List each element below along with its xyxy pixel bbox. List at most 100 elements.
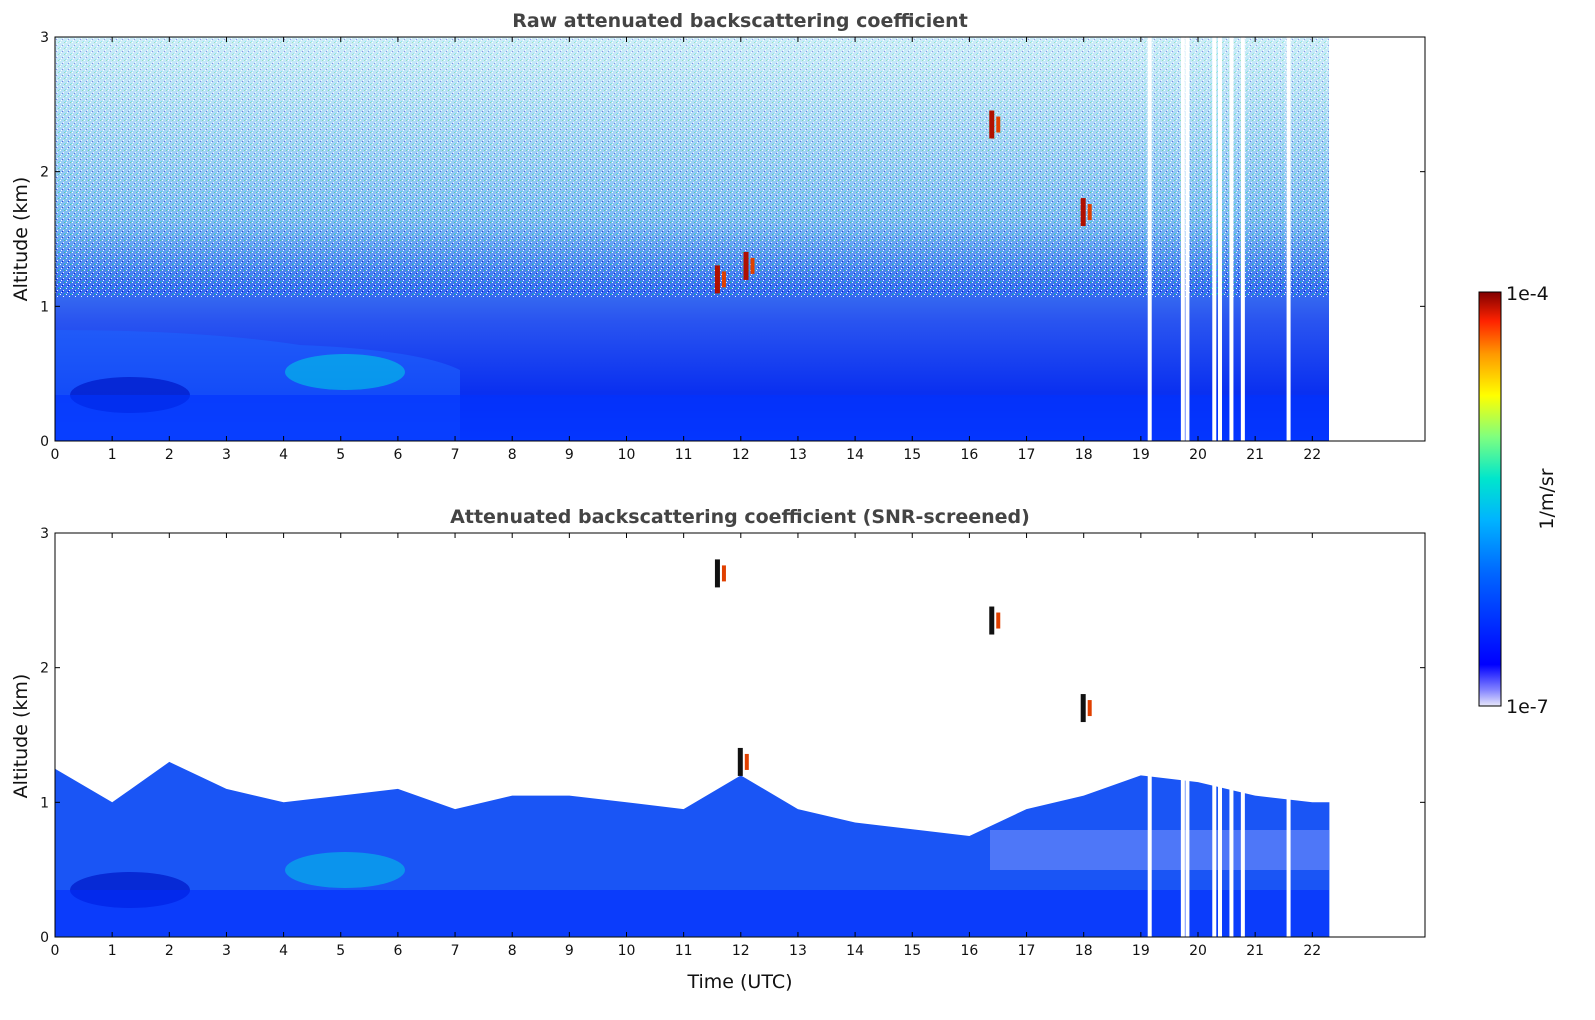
raw-x-tick-label: 18 (1075, 447, 1093, 463)
raw-data-gap (1229, 37, 1234, 441)
snr-x-tick-label: 13 (789, 943, 807, 959)
snr-x-tick-label: 16 (960, 943, 978, 959)
raw-x-tick-label: 5 (336, 447, 345, 463)
colorbar-scale (1478, 291, 1502, 707)
raw-x-tick-label: 0 (51, 447, 60, 463)
snr-data-gap (1147, 533, 1152, 937)
raw-plot-frame (54, 36, 1426, 442)
snr-y-axis: 0 1 2 3 (40, 526, 1425, 946)
snr-plot-frame (54, 532, 1426, 938)
snr-data-gap (1240, 533, 1245, 937)
snr-x-tick-label: 22 (1303, 943, 1321, 959)
snr-x-tick-label: 8 (508, 943, 517, 959)
snr-screened-panel: Attenuated backscattering coefficient (S… (10, 506, 1426, 993)
raw-missing-data (1147, 37, 1291, 441)
raw-x-tick-label: 17 (1018, 447, 1036, 463)
snr-missing-data (1147, 533, 1291, 937)
snr-data-gap (1229, 533, 1234, 937)
raw-data-gap (1240, 37, 1245, 441)
raw-x-tick-label: 12 (732, 447, 750, 463)
snr-plot-area (55, 533, 1330, 937)
colorbar: 1e-4 1e-7 1/m/sr (1478, 283, 1558, 718)
snr-x-tick-label: 9 (565, 943, 574, 959)
snr-x-tick-label: 3 (222, 943, 231, 959)
raw-x-tick-label: 4 (279, 447, 288, 463)
raw-x-tick-label: 11 (675, 447, 693, 463)
raw-cloud-edge (750, 257, 755, 274)
raw-data-gap (1212, 37, 1217, 441)
raw-data-gap (1180, 37, 1185, 441)
snr-panel-title: Attenuated backscattering coefficient (S… (450, 506, 1030, 528)
raw-x-axis: 0 1 2 3 4 5 6 7 8 9 10 11 12 13 14 15 16 17 18 19 20 21 22 (51, 37, 1321, 463)
snr-surface-layer (55, 890, 1329, 936)
colorbar-min-label: 1e-7 (1506, 696, 1549, 718)
raw-surface-layer (55, 395, 1329, 441)
raw-cloud-mark (1080, 198, 1086, 227)
snr-x-tick-label: 14 (846, 943, 864, 959)
snr-cloud-edge (1087, 700, 1092, 717)
raw-data-gap (1185, 37, 1190, 441)
snr-cloud-mark (714, 559, 720, 588)
raw-plot-area (55, 37, 1425, 441)
snr-x-tick-label: 12 (732, 943, 750, 959)
raw-y-tick-label: 1 (40, 299, 49, 315)
raw-x-tick-label: 22 (1303, 447, 1321, 463)
snr-x-tick-label: 21 (1246, 943, 1264, 959)
raw-y-tick-label: 0 (40, 434, 49, 450)
snr-data-gap (1212, 533, 1217, 937)
raw-y-tick-label: 2 (40, 165, 49, 181)
raw-data-gap (1286, 37, 1291, 441)
snr-cloud-features (714, 559, 1092, 776)
snr-data-gap (1286, 533, 1291, 937)
raw-x-tick-label: 6 (393, 447, 402, 463)
snr-y-axis-label: Altitude (km) (10, 674, 32, 799)
snr-cloud-edge (721, 565, 726, 582)
raw-x-tick-label: 21 (1246, 447, 1264, 463)
snr-data-gap (1180, 533, 1185, 937)
snr-aerosol-layer (285, 852, 405, 888)
raw-cloud-mark (743, 251, 749, 280)
raw-cloud-edge (996, 116, 1001, 133)
raw-no-data-region (1329, 37, 1425, 441)
snr-data-gap (1218, 533, 1223, 937)
snr-y-tick-label: 3 (40, 526, 49, 542)
raw-x-tick-label: 16 (960, 447, 978, 463)
raw-x-tick-label: 1 (108, 447, 117, 463)
x-axis-label: Time (UTC) (686, 971, 792, 993)
snr-x-tick-label: 18 (1075, 943, 1093, 959)
raw-y-axis: 0 1 2 3 (40, 30, 1425, 450)
snr-x-tick-label: 5 (336, 943, 345, 959)
snr-y-tick-label: 1 (40, 795, 49, 811)
snr-cloud-edge (744, 753, 749, 770)
raw-data-gap (1218, 37, 1223, 441)
raw-x-tick-label: 8 (508, 447, 517, 463)
raw-cloud-edge (721, 271, 726, 288)
colorbar-max-label: 1e-4 (1506, 283, 1549, 305)
snr-x-axis: 0 1 2 3 4 5 6 7 8 9 10 11 12 13 14 15 16 17 18 19 20 21 22 (51, 533, 1321, 959)
raw-x-tick-label: 19 (1132, 447, 1150, 463)
raw-x-tick-label: 14 (846, 447, 864, 463)
snr-x-tick-label: 7 (451, 943, 460, 959)
snr-x-tick-label: 11 (675, 943, 693, 959)
raw-cloud-mark (989, 110, 995, 139)
raw-y-axis-label: Altitude (km) (10, 177, 32, 302)
raw-y-tick-label: 3 (40, 30, 49, 46)
raw-x-tick-label: 10 (618, 447, 636, 463)
raw-data-gap (1147, 37, 1152, 441)
raw-x-tick-label: 3 (222, 447, 231, 463)
snr-cloud-edge (996, 612, 1001, 629)
snr-y-tick-label: 0 (40, 930, 49, 946)
snr-x-tick-label: 17 (1018, 943, 1036, 959)
snr-x-tick-label: 2 (165, 943, 174, 959)
raw-backscatter-panel: Raw attenuated backscattering coefficien… (10, 10, 1426, 463)
snr-faint-layer (990, 830, 1329, 870)
snr-x-tick-label: 4 (279, 943, 288, 959)
raw-noise-fade (55, 37, 1329, 287)
raw-cloud-edge (1087, 204, 1092, 221)
snr-x-tick-label: 15 (903, 943, 921, 959)
raw-x-tick-label: 7 (451, 447, 460, 463)
raw-x-tick-label: 9 (565, 447, 574, 463)
raw-cloud-features (714, 110, 1092, 294)
raw-x-tick-label: 2 (165, 447, 174, 463)
